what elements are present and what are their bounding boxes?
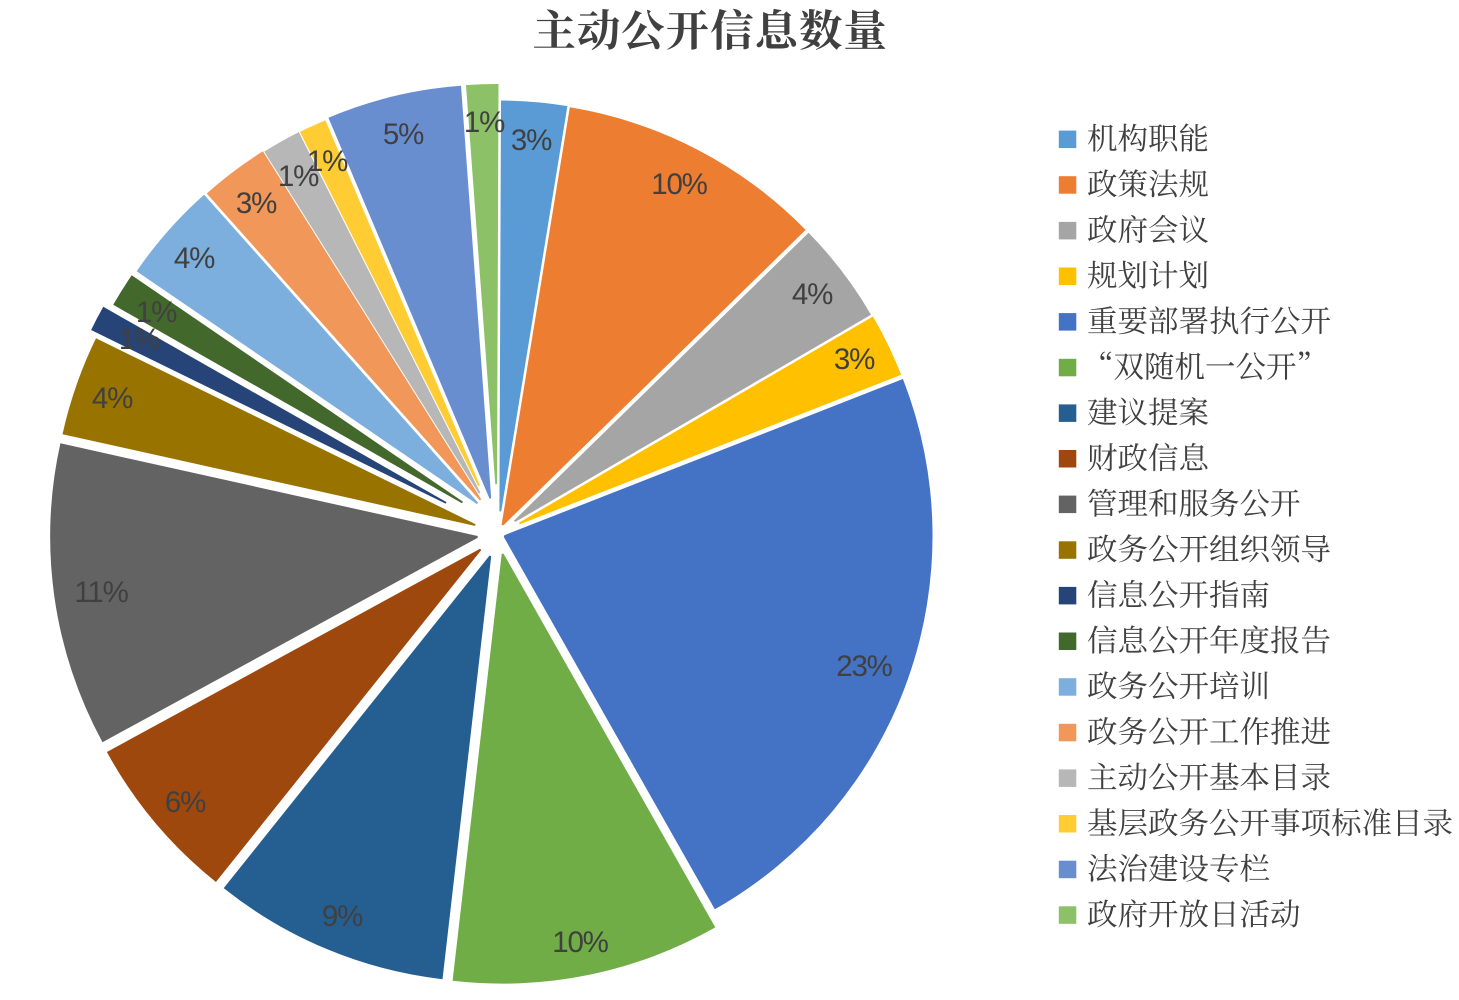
svg-text:3%: 3% [511, 124, 552, 157]
svg-text:1%: 1% [307, 145, 348, 178]
svg-text:1%: 1% [136, 296, 177, 329]
svg-text:4%: 4% [92, 382, 133, 415]
svg-text:4%: 4% [792, 278, 833, 311]
svg-text:5%: 5% [383, 118, 424, 151]
svg-text:23%: 23% [836, 650, 892, 683]
svg-text:1%: 1% [464, 106, 505, 139]
svg-text:6%: 6% [165, 786, 206, 819]
svg-text:9%: 9% [322, 900, 363, 933]
svg-text:10%: 10% [552, 926, 608, 959]
svg-text:3%: 3% [236, 187, 277, 220]
svg-text:11%: 11% [74, 576, 128, 609]
svg-text:1%: 1% [278, 160, 319, 193]
svg-text:4%: 4% [174, 242, 215, 275]
svg-text:10%: 10% [651, 168, 707, 201]
svg-text:1%: 1% [119, 323, 160, 356]
svg-text:3%: 3% [834, 343, 875, 376]
